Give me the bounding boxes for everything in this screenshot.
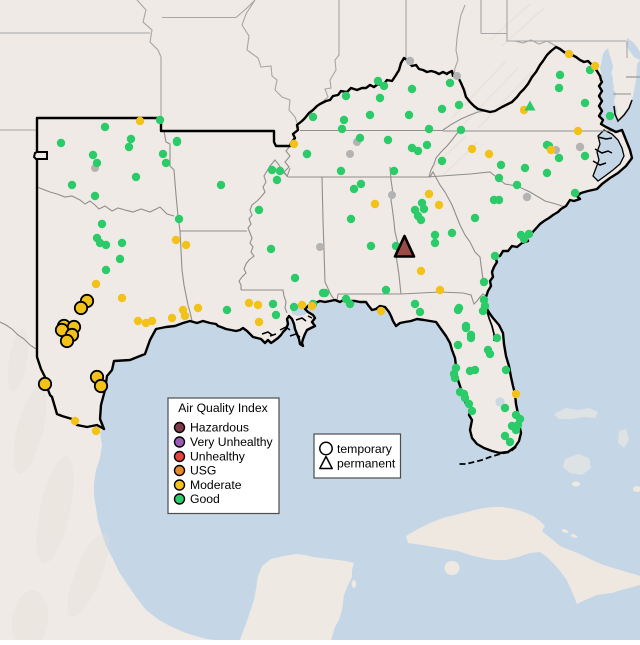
svg-text:Hazardous: Hazardous bbox=[190, 421, 249, 435]
svg-text:permanent: permanent bbox=[337, 457, 396, 471]
svg-text:Unhealthy: Unhealthy bbox=[190, 450, 246, 464]
svg-text:USG: USG bbox=[190, 464, 216, 478]
svg-text:temporary: temporary bbox=[337, 442, 393, 456]
svg-text:Very Unhealthy: Very Unhealthy bbox=[190, 435, 274, 449]
svg-text:Good: Good bbox=[190, 492, 220, 506]
svg-text:Moderate: Moderate bbox=[190, 478, 242, 492]
svg-text:Air Quality Index: Air Quality Index bbox=[178, 401, 267, 415]
